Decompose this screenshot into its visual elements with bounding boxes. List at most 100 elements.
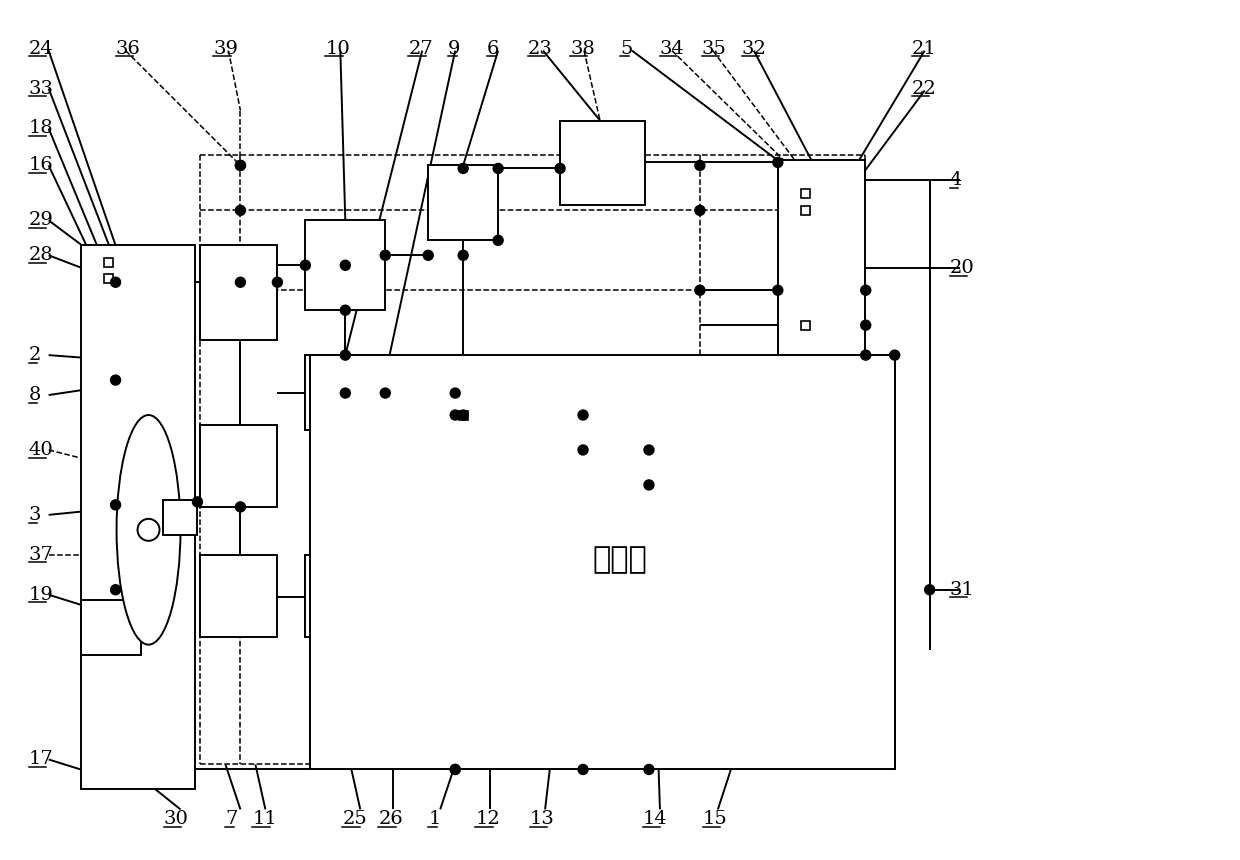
Circle shape <box>236 161 246 170</box>
Circle shape <box>694 286 704 295</box>
Text: 3: 3 <box>29 506 41 524</box>
Bar <box>162 500 197 535</box>
Circle shape <box>236 277 246 287</box>
Circle shape <box>236 206 246 215</box>
Text: 20: 20 <box>950 259 975 277</box>
Circle shape <box>578 410 588 420</box>
Circle shape <box>556 163 565 174</box>
Circle shape <box>423 250 433 261</box>
Circle shape <box>110 585 120 595</box>
Bar <box>201 555 278 636</box>
Ellipse shape <box>117 415 181 645</box>
Circle shape <box>644 765 653 775</box>
Circle shape <box>340 305 351 315</box>
Circle shape <box>340 350 351 360</box>
Circle shape <box>459 163 469 174</box>
Circle shape <box>192 497 202 507</box>
Text: 22: 22 <box>911 80 936 97</box>
Bar <box>104 258 113 267</box>
Text: 31: 31 <box>950 580 975 599</box>
Circle shape <box>381 388 391 398</box>
Text: 35: 35 <box>702 40 727 58</box>
Text: 24: 24 <box>29 40 53 58</box>
Text: 11: 11 <box>253 810 278 828</box>
Circle shape <box>861 320 870 330</box>
Circle shape <box>773 286 782 295</box>
Circle shape <box>300 261 310 270</box>
Circle shape <box>861 350 870 360</box>
Text: 40: 40 <box>29 441 53 459</box>
Circle shape <box>450 765 460 775</box>
Text: 17: 17 <box>29 751 53 769</box>
Text: 5: 5 <box>620 40 632 58</box>
Circle shape <box>110 375 120 385</box>
Text: 2: 2 <box>29 346 41 364</box>
Text: 13: 13 <box>531 810 556 828</box>
Bar <box>556 415 613 485</box>
Circle shape <box>138 519 160 541</box>
Circle shape <box>110 500 120 510</box>
Circle shape <box>644 445 653 455</box>
Text: 34: 34 <box>660 40 684 58</box>
Circle shape <box>578 445 588 455</box>
Text: 16: 16 <box>29 157 53 175</box>
Text: 32: 32 <box>742 40 766 58</box>
Circle shape <box>494 236 503 245</box>
Bar <box>305 220 386 310</box>
Text: 39: 39 <box>213 40 238 58</box>
Circle shape <box>450 765 460 775</box>
Text: 6: 6 <box>487 40 500 58</box>
Text: 8: 8 <box>29 386 41 404</box>
Bar <box>620 415 677 485</box>
Text: 14: 14 <box>644 810 667 828</box>
Text: 1: 1 <box>428 810 440 828</box>
Bar <box>104 273 113 283</box>
Bar <box>305 555 386 636</box>
Text: 27: 27 <box>408 40 433 58</box>
Text: 36: 36 <box>115 40 140 58</box>
Circle shape <box>450 410 460 420</box>
Bar <box>310 355 895 770</box>
Circle shape <box>236 502 246 512</box>
Text: 19: 19 <box>29 586 53 604</box>
Text: 15: 15 <box>703 810 728 828</box>
Text: 10: 10 <box>325 40 350 58</box>
Text: 33: 33 <box>29 80 53 97</box>
Circle shape <box>450 388 460 398</box>
Text: 29: 29 <box>29 212 53 230</box>
Bar <box>201 425 278 507</box>
Text: 12: 12 <box>475 810 500 828</box>
Bar <box>305 355 386 430</box>
Circle shape <box>694 206 704 215</box>
Bar <box>428 165 498 240</box>
Circle shape <box>694 161 704 170</box>
Bar <box>81 245 196 789</box>
Circle shape <box>273 277 283 287</box>
Text: 25: 25 <box>342 810 367 828</box>
Bar <box>560 120 645 206</box>
Bar <box>801 321 810 329</box>
Circle shape <box>578 765 588 775</box>
Circle shape <box>644 480 653 490</box>
Bar <box>801 206 810 215</box>
Circle shape <box>110 277 120 287</box>
Bar <box>777 161 864 355</box>
Circle shape <box>459 250 469 261</box>
Text: 26: 26 <box>378 810 403 828</box>
Circle shape <box>340 261 351 270</box>
Text: 9: 9 <box>448 40 461 58</box>
Text: 30: 30 <box>164 810 188 828</box>
Text: 21: 21 <box>911 40 936 58</box>
Circle shape <box>494 163 503 174</box>
Circle shape <box>773 157 782 168</box>
Bar <box>201 245 278 341</box>
Circle shape <box>459 410 469 420</box>
Text: 4: 4 <box>950 171 962 189</box>
Circle shape <box>861 286 870 295</box>
Text: 23: 23 <box>528 40 553 58</box>
Circle shape <box>381 250 391 261</box>
Bar <box>81 599 140 654</box>
Text: 28: 28 <box>29 246 53 264</box>
Circle shape <box>340 388 351 398</box>
Text: 18: 18 <box>29 120 53 138</box>
